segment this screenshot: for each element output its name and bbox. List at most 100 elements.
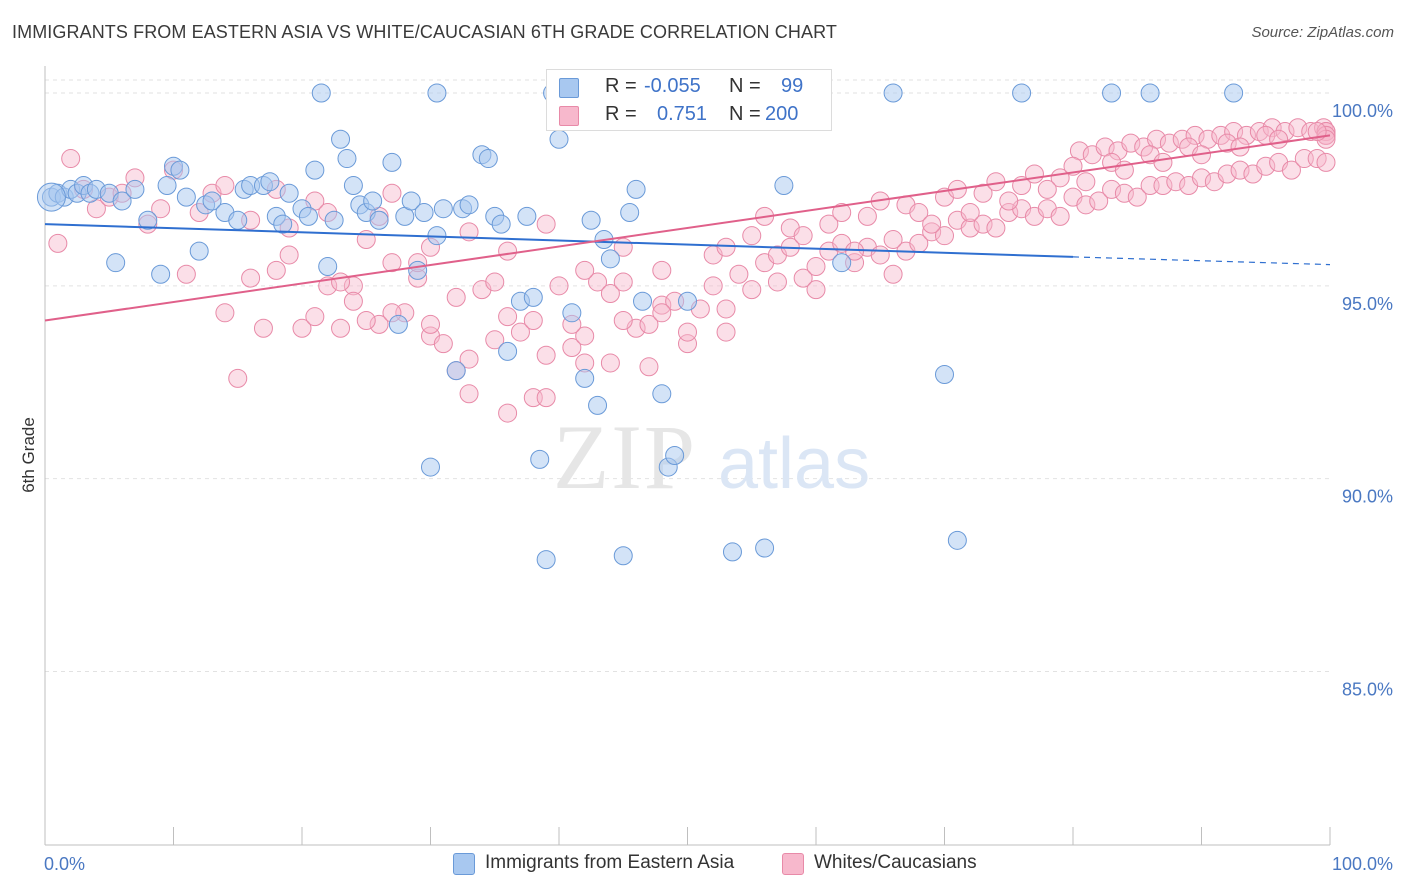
- data-point-whites: [421, 314, 440, 334]
- data-point-whites: [652, 260, 672, 280]
- data-point-whites: [1102, 179, 1122, 199]
- data-point-whites: [1063, 156, 1083, 176]
- data-point-whites: [960, 218, 980, 238]
- data-point-eastern-asia: [588, 395, 608, 415]
- y-tick-label: 85.0%: [1342, 679, 1393, 699]
- data-point-whites: [305, 307, 325, 327]
- data-point-eastern-asia: [318, 257, 338, 277]
- data-point-whites: [549, 276, 569, 296]
- data-point-whites: [1089, 191, 1109, 211]
- data-point-whites: [266, 260, 286, 280]
- data-point-whites: [793, 268, 813, 288]
- data-point-whites: [253, 318, 273, 338]
- data-point-eastern-asia: [774, 176, 794, 196]
- x-tick-labels: 0.0% 100.0%: [44, 854, 1393, 874]
- data-point-eastern-asia: [421, 457, 440, 477]
- data-point-whites: [870, 245, 890, 265]
- data-point-eastern-asia: [106, 253, 126, 273]
- data-point-eastern-asia: [755, 538, 775, 558]
- y-axis-label: 6th Grade: [19, 417, 38, 493]
- trend-line-eastern-asia-extension: [1072, 256, 1331, 266]
- data-point-whites: [935, 226, 954, 246]
- data-point-whites: [331, 272, 351, 292]
- data-point-eastern-asia: [324, 210, 344, 230]
- data-point-whites: [498, 307, 518, 327]
- data-point-whites: [536, 214, 556, 234]
- data-point-eastern-asia: [665, 446, 685, 465]
- legend-row-whites: R = 0.751 N = 200: [547, 101, 831, 129]
- data-point-whites: [215, 303, 235, 323]
- data-point-eastern-asia: [382, 152, 402, 172]
- series-legend: Immigrants from Eastern Asia Whites/Cauc…: [0, 851, 1406, 879]
- data-point-whites: [729, 264, 749, 284]
- legend-swatch-pink: [559, 106, 579, 126]
- data-point-whites: [241, 268, 261, 288]
- data-point-whites: [356, 311, 376, 331]
- data-point-eastern-asia: [189, 241, 209, 261]
- legend-label: Immigrants from Eastern Asia: [485, 852, 735, 873]
- data-point-whites: [832, 203, 852, 223]
- data-point-whites: [343, 291, 363, 311]
- data-point-eastern-asia: [935, 365, 954, 385]
- trend-line-whites: [44, 134, 1331, 322]
- data-point-eastern-asia: [491, 214, 511, 234]
- data-point-whites: [382, 253, 402, 273]
- data-point-whites: [498, 403, 518, 423]
- data-point-whites: [678, 334, 697, 354]
- data-point-eastern-asia: [536, 550, 556, 570]
- r-label: R =: [605, 103, 637, 125]
- data-point-whites: [678, 322, 697, 342]
- axes: [44, 66, 1331, 846]
- data-point-eastern-asia: [1012, 83, 1032, 103]
- data-point-whites: [1024, 164, 1044, 184]
- data-point-whites: [600, 353, 620, 373]
- data-point-whites: [331, 318, 351, 338]
- data-point-whites: [909, 203, 929, 223]
- data-point-whites: [600, 284, 620, 304]
- trend-lines: [44, 134, 1331, 322]
- data-point-whites: [1127, 187, 1147, 207]
- data-point-whites: [1281, 160, 1301, 180]
- data-point-eastern-asia: [388, 314, 408, 334]
- data-point-eastern-asia: [530, 449, 550, 469]
- data-point-eastern-asia: [947, 530, 967, 550]
- data-point-eastern-asia: [260, 172, 280, 192]
- data-point-eastern-asia: [228, 210, 248, 230]
- data-point-whites: [613, 311, 633, 331]
- data-point-whites: [215, 176, 235, 196]
- data-point-whites: [857, 206, 877, 226]
- trend-line-eastern-asia: [44, 223, 1074, 258]
- data-point-eastern-asia: [273, 214, 293, 234]
- data-point-whites: [767, 272, 787, 292]
- data-point-eastern-asia: [408, 260, 428, 280]
- data-point-eastern-asia: [176, 187, 196, 207]
- legend-swatch-pink: [782, 853, 804, 875]
- data-point-eastern-asia: [298, 206, 318, 226]
- data-point-whites: [742, 280, 762, 300]
- data-point-whites: [575, 260, 595, 280]
- n-value: 99: [781, 75, 804, 97]
- r-label: R =: [605, 75, 637, 97]
- data-point-whites: [279, 245, 299, 265]
- data-point-whites: [588, 272, 608, 292]
- data-point-whites: [459, 349, 479, 369]
- data-point-whites: [562, 338, 582, 358]
- data-point-eastern-asia: [157, 176, 177, 196]
- legend-label: Whites/Caucasians: [814, 852, 977, 873]
- data-point-whites: [883, 264, 903, 284]
- data-point-whites: [652, 303, 672, 323]
- data-point-whites: [1192, 168, 1211, 188]
- legend-swatch-blue: [559, 78, 579, 98]
- data-point-whites: [1076, 195, 1096, 215]
- data-point-whites: [613, 272, 633, 292]
- data-point-whites: [793, 226, 813, 246]
- data-point-whites: [716, 299, 736, 319]
- data-point-eastern-asia: [652, 384, 672, 404]
- data-point-whites: [1185, 125, 1205, 145]
- data-point-eastern-asia: [575, 368, 595, 388]
- watermark-atlas: atlas: [718, 424, 870, 504]
- data-point-whites: [922, 214, 942, 234]
- data-point-eastern-asia: [112, 191, 132, 211]
- n-label: N =: [729, 75, 761, 97]
